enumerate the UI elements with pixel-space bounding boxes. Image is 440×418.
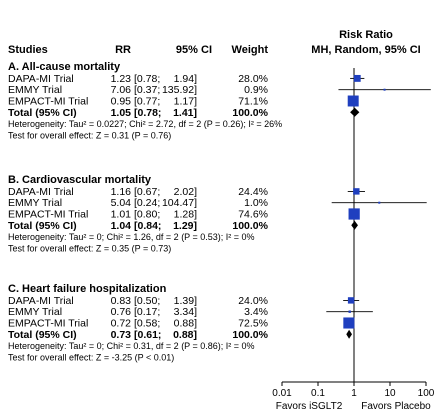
total-ci-upper: 0.88] (173, 329, 197, 341)
total-name: Total (95% CI) (8, 329, 77, 341)
study-ci-upper: 1.17] (174, 96, 197, 108)
study-ci-lower: [0.78; (134, 73, 160, 85)
study-rr: 0.76 (111, 306, 132, 318)
header-rr: RR (115, 44, 131, 56)
study-ci-upper: 2.02] (174, 186, 197, 198)
study-ci-upper: 1.28] (174, 209, 197, 221)
study-marker (378, 201, 381, 204)
study-rr: 7.06 (111, 84, 132, 96)
favors-right-label: Favors Placebo (361, 401, 431, 412)
study-ci-upper: 135.92] (162, 84, 197, 96)
group-title: A. All-cause mortality (8, 61, 121, 73)
study-rr: 1.23 (111, 73, 132, 85)
study-ci-lower: [0.24; (134, 197, 160, 209)
group-title: B. Cardiovascular mortality (8, 174, 152, 186)
study-marker (383, 88, 386, 91)
study-ci-lower: [0.17; (134, 306, 160, 318)
study-rr: 1.01 (111, 209, 132, 221)
study-name: DAPA-MI Trial (8, 73, 74, 85)
study-ci-upper: 104.47] (162, 197, 197, 209)
study-name: DAPA-MI Trial (8, 295, 74, 307)
total-ci-lower: [0.84; (134, 220, 161, 232)
total-ci-upper: 1.41] (173, 107, 197, 119)
header-weight: Weight (232, 44, 269, 56)
heterogeneity-text: Heterogeneity: Tau² = 0; Chi² = 1.26, df… (8, 232, 255, 242)
x-tick-label: 0.1 (311, 388, 325, 399)
study-rr: 0.83 (111, 295, 132, 307)
study-weight: 72.5% (238, 318, 268, 330)
study-weight: 24.4% (238, 186, 268, 198)
total-rr: 1.04 (111, 220, 132, 232)
study-ci-lower: [0.67; (134, 186, 160, 198)
summary-diamond (346, 329, 353, 339)
total-name: Total (95% CI) (8, 107, 77, 119)
study-name: EMPACT-MI Trial (8, 318, 88, 330)
study-ci-lower: [0.50; (134, 295, 160, 307)
study-marker (347, 95, 359, 107)
study-weight: 3.4% (244, 306, 268, 318)
header-studies: Studies (8, 44, 48, 56)
study-rr: 0.72 (111, 318, 132, 330)
group-title: C. Heart failure hospitalization (8, 283, 167, 295)
x-tick-label: 0.01 (272, 388, 292, 399)
total-weight: 100.0% (232, 107, 268, 119)
summary-diamond (351, 220, 358, 230)
study-name: DAPA-MI Trial (8, 186, 74, 198)
study-ci-upper: 1.39] (174, 295, 197, 307)
total-ci-upper: 1.29] (173, 220, 197, 232)
overall-effect-text: Test for overall effect: Z = 0.31 (P = 0… (8, 130, 171, 140)
study-ci-upper: 1.94] (174, 73, 197, 85)
overall-effect-text: Test for overall effect: Z = -3.25 (P < … (8, 352, 174, 362)
summary-diamond (350, 107, 360, 117)
study-marker (348, 208, 360, 220)
total-name: Total (95% CI) (8, 220, 77, 232)
study-ci-lower: [0.58; (134, 318, 160, 330)
study-ci-lower: [0.80; (134, 209, 160, 221)
study-ci-upper: 0.88] (174, 318, 197, 330)
study-marker (347, 297, 355, 304)
study-weight: 71.1% (238, 96, 268, 108)
header-method: MH, Random, 95% CI (311, 44, 420, 56)
study-rr: 5.04 (111, 197, 132, 209)
total-ci-lower: [0.61; (134, 329, 161, 341)
total-rr: 1.05 (111, 107, 132, 119)
x-tick-label: 10 (384, 388, 396, 399)
total-weight: 100.0% (232, 220, 268, 232)
overall-effect-text: Test for overall effect: Z = 0.35 (P = 0… (8, 243, 171, 253)
study-marker (353, 188, 360, 195)
study-ci-lower: [0.77; (134, 96, 160, 108)
study-weight: 74.6% (238, 209, 268, 221)
header-risk-ratio: Risk Ratio (339, 29, 393, 41)
total-rr: 0.73 (111, 329, 132, 341)
study-weight: 24.0% (238, 295, 268, 307)
study-name: EMPACT-MI Trial (8, 209, 88, 221)
study-name: EMPACT-MI Trial (8, 96, 88, 108)
x-tick-label: 1 (351, 388, 357, 399)
study-marker (353, 74, 361, 82)
study-weight: 28.0% (238, 73, 268, 85)
study-rr: 1.16 (111, 186, 132, 198)
favors-left-label: Favors iSGLT2 (276, 401, 343, 412)
study-weight: 0.9% (244, 84, 268, 96)
study-weight: 1.0% (244, 197, 268, 209)
study-marker (348, 310, 351, 313)
heterogeneity-text: Heterogeneity: Tau² = 0.0227; Chi² = 2.7… (8, 119, 282, 129)
total-weight: 100.0% (232, 329, 268, 341)
heterogeneity-text: Heterogeneity: Tau² = 0; Chi² = 0.31, df… (8, 341, 255, 351)
study-name: EMMY Trial (8, 306, 62, 318)
study-ci-upper: 3.34] (174, 306, 197, 318)
study-name: EMMY Trial (8, 84, 62, 96)
study-rr: 0.95 (111, 96, 132, 108)
study-name: EMMY Trial (8, 197, 62, 209)
total-ci-lower: [0.78; (134, 107, 161, 119)
study-ci-lower: [0.37; (134, 84, 160, 96)
study-marker (343, 317, 355, 329)
x-tick-label: 100 (418, 388, 435, 399)
header-ci: 95% CI (176, 44, 212, 56)
